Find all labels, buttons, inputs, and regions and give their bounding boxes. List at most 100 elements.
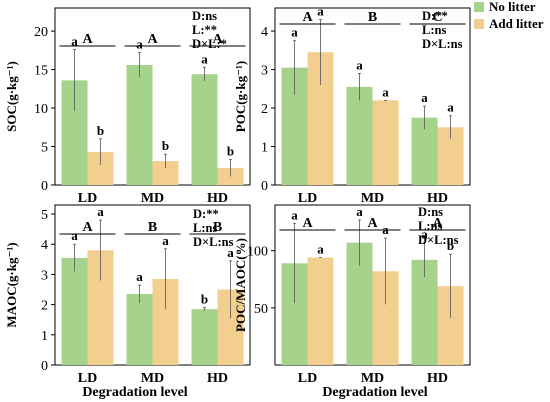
legend-swatch [474, 2, 484, 12]
legend-label: Add litter [489, 16, 544, 31]
group-letter: A [82, 220, 93, 235]
bar-letter: a [136, 37, 143, 52]
bar-no-litter [191, 309, 218, 365]
bar-letter: a [162, 233, 169, 248]
x-axis-label-right: Degradation level [322, 385, 427, 400]
y-tick-label: 2 [261, 102, 268, 117]
y-tick-label: 10 [34, 102, 48, 117]
x-tick-label: MD [361, 191, 384, 206]
panel-ratio: 50100POC/MAOC(%)LDaaAMDaaAHDabAD:nsL:nsD… [233, 204, 471, 386]
bar-letter: b [201, 292, 208, 307]
bar-no-litter [411, 259, 438, 365]
bar-letter: a [201, 51, 208, 66]
y-tick-label: 15 [34, 64, 48, 79]
y-tick-label: 0 [41, 179, 48, 194]
bar-letter: a [356, 204, 363, 219]
group-letter: A [82, 32, 93, 47]
bar-letter: a [421, 90, 428, 105]
y-tick-label: 4 [261, 25, 268, 40]
bar-no-litter [191, 74, 218, 185]
bar-letter: a [356, 57, 363, 72]
x-tick-label: MD [361, 371, 384, 386]
bar-letter: a [317, 4, 324, 19]
group-letter: A [147, 32, 158, 47]
stats-line: L:** [192, 23, 217, 37]
bar-letter: a [447, 100, 454, 115]
bar-no-litter [346, 86, 373, 185]
x-tick-label: MD [141, 371, 164, 386]
bar-letter: a [97, 204, 104, 219]
y-tick-label: 100 [247, 245, 268, 260]
stats-line: D:** [422, 9, 448, 23]
y-axis-title: MAOC(g·kg⁻¹) [4, 242, 19, 327]
bar-letter: a [291, 207, 298, 222]
x-tick-label: MD [141, 191, 164, 206]
y-tick-label: 3 [261, 64, 268, 79]
bar-letter: a [71, 228, 78, 243]
stats-line: L:ns [422, 23, 446, 37]
y-tick-label: 20 [34, 25, 48, 40]
chart-panels: 05101520SOC(g·kg⁻¹)LDabAMDabAHDabAD:nsL:… [4, 4, 471, 386]
x-tick-label: HD [427, 191, 448, 206]
y-tick-label: 1 [41, 329, 48, 344]
y-tick-label: 50 [254, 302, 268, 317]
group-letter: A [432, 216, 443, 231]
x-tick-label: HD [207, 371, 228, 386]
x-tick-label: HD [427, 371, 448, 386]
x-tick-label: LD [298, 191, 317, 206]
bar-add-litter [372, 100, 399, 185]
x-tick-label: LD [78, 371, 97, 386]
x-axis-label-left: Degradation level [82, 385, 187, 400]
group-letter: A [367, 216, 378, 231]
group-letter: B [148, 220, 157, 235]
y-tick-label: 1 [261, 141, 268, 156]
y-tick-label: 3 [41, 268, 48, 283]
bar-letter: b [227, 144, 234, 159]
group-letter: B [368, 10, 377, 25]
y-axis-title: POC/MAOC(%) [233, 238, 248, 332]
stats-line: D×L:* [192, 37, 227, 51]
stats-line: D:ns [418, 205, 443, 219]
bar-letter: b [97, 123, 104, 138]
bar-letter: b [447, 238, 454, 253]
legend-swatch [474, 19, 484, 29]
panel-poc: 01234POC(g·kg⁻¹)LDaaAMDaaBHDaaCD:**L:nsD… [233, 4, 471, 206]
group-letter: A [302, 216, 313, 231]
group-letter: B [213, 220, 222, 235]
y-tick-label: 2 [41, 299, 48, 314]
bar-add-litter [152, 161, 179, 185]
bar-letter: a [71, 34, 78, 49]
y-tick-label: 5 [41, 141, 48, 156]
group-letter: A [302, 10, 313, 25]
legend-label: No litter [489, 0, 536, 14]
bar-letter: a [317, 242, 324, 257]
group-letter: A [212, 32, 223, 47]
bar-no-litter [61, 257, 88, 365]
bar-no-litter [126, 64, 153, 185]
bar-letter: a [382, 84, 389, 99]
bar-letter: a [291, 25, 298, 40]
stats-line: L:ns [418, 219, 442, 233]
y-tick-label: 0 [261, 179, 268, 194]
bar-letter: a [136, 269, 143, 284]
bar-letter: a [421, 227, 428, 242]
stats-line: D×L:ns [422, 37, 463, 51]
bar-no-litter [126, 294, 153, 365]
bar-letter: b [162, 138, 169, 153]
y-tick-label: 0 [41, 359, 48, 374]
x-tick-label: LD [298, 371, 317, 386]
stats-line: D:ns [192, 9, 217, 23]
stats-line: D×L:ns [193, 235, 234, 249]
y-axis-title: SOC(g·kg⁻¹) [4, 61, 19, 132]
group-letter: C [432, 10, 442, 25]
y-tick-label: 5 [41, 208, 48, 223]
x-tick-label: LD [78, 191, 97, 206]
panel-maoc: 012345MAOC(g·kg⁻¹)LDaaAMDaaBHDbaBD:**L:n… [4, 204, 251, 386]
y-tick-label: 4 [41, 238, 48, 253]
stats-line: D×L:ns [418, 233, 459, 247]
y-axis-title: POC(g·kg⁻¹) [233, 61, 248, 132]
bar-letter: a [227, 245, 234, 260]
legend: No litter Add litter [474, 0, 544, 31]
bar-add-litter [307, 257, 334, 365]
